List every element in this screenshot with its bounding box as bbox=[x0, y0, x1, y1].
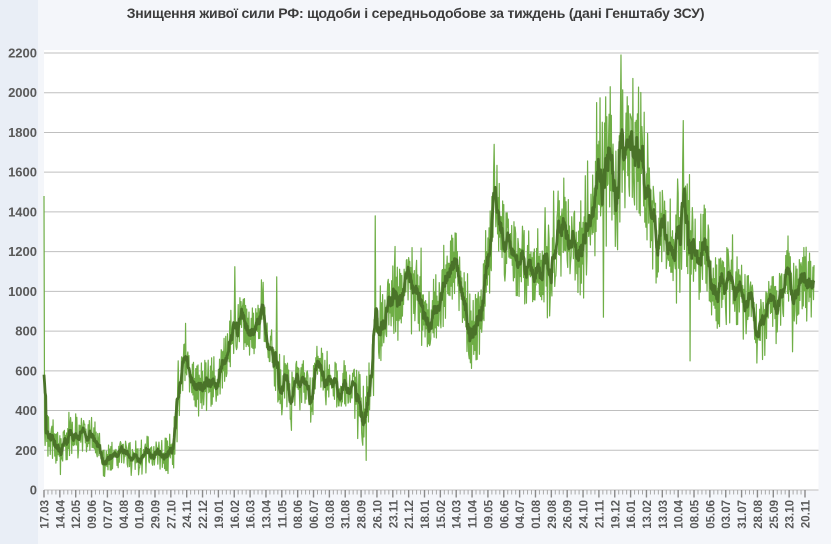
x-axis-label: 25.09 bbox=[769, 500, 781, 529]
x-axis-label: 29.08 bbox=[547, 499, 559, 528]
chart-title: Знищення живої сили РФ: щодоби і середнь… bbox=[126, 5, 705, 21]
x-axis-label: 27.10 bbox=[166, 500, 178, 529]
x-axis-label: 15.02 bbox=[436, 500, 448, 529]
x-axis-label: 04.08 bbox=[119, 499, 131, 528]
x-axis-label: 10.04 bbox=[674, 499, 686, 528]
x-axis-label: 21.11 bbox=[594, 499, 606, 528]
x-axis-label: 14.03 bbox=[452, 500, 464, 529]
x-axis-label: 23.10 bbox=[785, 500, 797, 529]
x-axis-label: 18.01 bbox=[420, 499, 432, 528]
x-axis-label: 29.09 bbox=[150, 500, 162, 529]
x-axis-label: 09.05 bbox=[483, 499, 495, 528]
x-axis-label: 14.04 bbox=[55, 499, 67, 528]
y-axis-label: 0 bbox=[30, 483, 37, 498]
x-axis-label: 05.06 bbox=[705, 500, 717, 529]
x-axis-label: 17.03 bbox=[40, 500, 52, 529]
x-axis-label: 08.06 bbox=[293, 500, 305, 529]
x-axis-label: 11.05 bbox=[277, 499, 289, 528]
x-axis-label: 23.11 bbox=[388, 499, 400, 528]
x-axis-label: 19.12 bbox=[610, 500, 622, 529]
x-axis-label: 22.12 bbox=[198, 500, 210, 529]
x-axis-label: 09.06 bbox=[87, 500, 99, 529]
x-axis-label: 16.03 bbox=[246, 500, 258, 529]
x-axis-label: 20.11 bbox=[801, 499, 813, 528]
x-axis-label: 12.05 bbox=[71, 499, 83, 528]
y-axis-label: 800 bbox=[15, 324, 37, 339]
x-axis-label: 16.01 bbox=[626, 499, 638, 528]
y-axis-label: 2000 bbox=[8, 85, 37, 100]
x-axis-label: 13.02 bbox=[642, 500, 654, 529]
x-axis-label: 03.08 bbox=[325, 499, 337, 528]
x-axis-label: 28.08 bbox=[753, 499, 765, 528]
y-axis-label: 400 bbox=[15, 403, 37, 418]
x-axis-label: 31.08 bbox=[341, 499, 353, 528]
x-axis-label: 11.04 bbox=[468, 499, 480, 528]
y-axis-label: 1800 bbox=[8, 125, 37, 140]
x-axis-label: 21.12 bbox=[404, 500, 416, 529]
x-axis-label: 03.07 bbox=[721, 500, 733, 529]
x-axis-label: 16.02 bbox=[230, 500, 242, 529]
x-axis-label: 26.09 bbox=[563, 500, 575, 529]
x-axis-label: 08.05 bbox=[690, 499, 702, 528]
x-axis-label: 19.01 bbox=[214, 499, 226, 528]
x-axis-label: 13.03 bbox=[658, 500, 670, 529]
weekly-average-line bbox=[42, 128, 816, 466]
y-axis-label: 1400 bbox=[8, 204, 37, 219]
x-axis-label: 24.11 bbox=[182, 499, 194, 528]
y-axis-label: 600 bbox=[15, 363, 37, 378]
x-axis-label: 01.09 bbox=[135, 500, 147, 529]
y-axis-label: 200 bbox=[15, 443, 37, 458]
x-axis-label: 06.07 bbox=[309, 500, 321, 529]
x-axis-label: 07.07 bbox=[103, 500, 115, 529]
x-axis-label: 13.04 bbox=[261, 499, 273, 528]
x-axis-label: 24.10 bbox=[579, 500, 591, 529]
y-axis-label: 1600 bbox=[8, 165, 37, 180]
y-axis-label: 1000 bbox=[8, 284, 37, 299]
x-axis-label: 28.09 bbox=[357, 500, 369, 529]
x-axis-label: 04.07 bbox=[515, 500, 527, 529]
x-axis-label: 06.06 bbox=[499, 500, 511, 529]
x-axis-label: 31.07 bbox=[737, 500, 749, 529]
x-axis-label: 01.08 bbox=[531, 499, 543, 528]
x-axis-label: 26.10 bbox=[372, 500, 384, 529]
y-axis-label: 2200 bbox=[8, 46, 37, 61]
y-axis-label: 1200 bbox=[8, 244, 37, 259]
